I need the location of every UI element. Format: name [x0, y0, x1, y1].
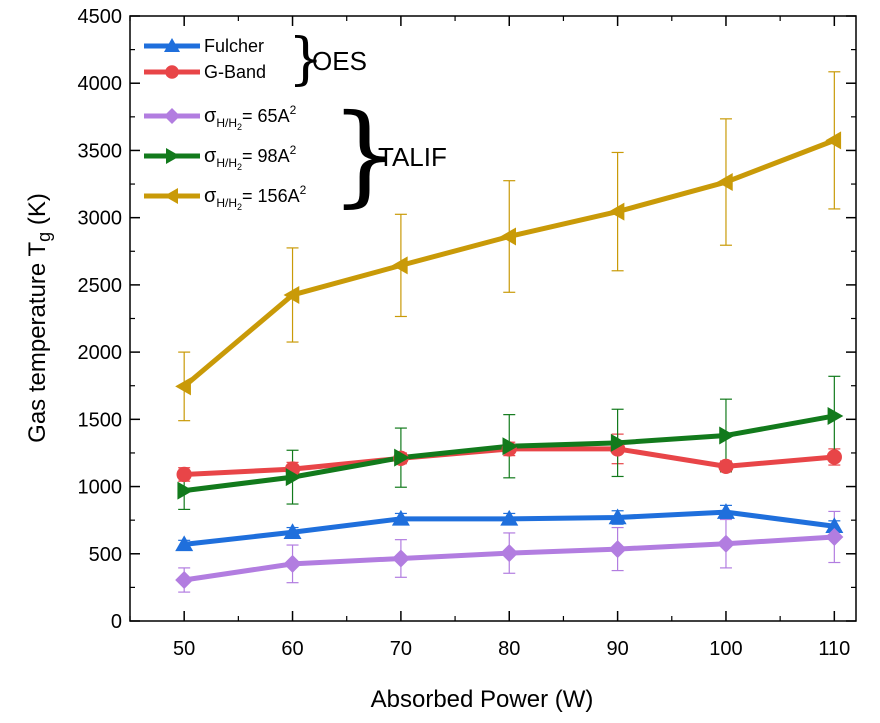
data-point-sigma65	[500, 544, 519, 563]
data-point-fulcher	[608, 508, 627, 525]
data-point-sigma156	[608, 202, 625, 221]
y-tick-label: 2500	[78, 275, 123, 297]
data-point-sigma65	[175, 570, 194, 589]
series-markers	[175, 131, 844, 589]
data-point-sigma156	[283, 285, 300, 304]
data-point-fulcher	[716, 503, 735, 519]
data-point-fulcher	[283, 523, 302, 540]
data-point-sigma65	[608, 540, 627, 559]
legend: Fulcher G-Band σH/H2= 65A2 σH/H2= 98A2 σH/H2…	[144, 27, 447, 218]
brace-oes: }	[288, 27, 324, 92]
y-tick-label: 1000	[78, 477, 123, 499]
y-tick-label: 4500	[78, 6, 123, 28]
x-tick-label: 110	[818, 638, 850, 660]
data-point-sigma156	[175, 377, 191, 396]
x-tick-label: 60	[281, 638, 303, 660]
x-tick-label: 70	[390, 638, 412, 660]
data-point-sigma65	[391, 549, 410, 568]
data-point-sigma156	[825, 131, 842, 150]
x-tick-label: 80	[498, 638, 520, 660]
group-label-talif: TALIF	[378, 142, 447, 172]
legend-marker	[164, 108, 180, 124]
data-point-sigma98	[285, 468, 302, 487]
group-label-oes: OES	[312, 46, 367, 76]
legend-label: Fulcher	[204, 36, 264, 56]
brace-talif: }	[330, 90, 400, 218]
legend-item-gband: G-Band	[144, 62, 266, 82]
data-point-sigma156	[716, 173, 733, 192]
data-point-sigma98	[719, 426, 735, 445]
data-point-fulcher	[175, 535, 194, 552]
x-tick-label: 50	[173, 638, 195, 660]
legend-marker	[164, 38, 180, 52]
data-point-gband	[718, 458, 734, 475]
x-axis-title: Absorbed Power (W)	[371, 686, 594, 713]
y-tick-label: 4000	[78, 73, 123, 95]
legend-label: G-Band	[204, 62, 266, 82]
legend-marker	[164, 188, 178, 204]
y-tick-label: 0	[111, 611, 122, 633]
legend-item-fulcher: Fulcher	[144, 36, 264, 56]
x-tick-label: 100	[709, 638, 742, 660]
y-tick-label: 3000	[78, 208, 123, 230]
data-point-sigma65	[716, 534, 735, 553]
y-axis-title-unit: (K)	[24, 193, 51, 232]
data-point-sigma98	[177, 481, 194, 500]
y-tick-label: 1500	[78, 409, 123, 431]
y-axis-title-subscript: g	[34, 232, 54, 242]
x-tick-label: 90	[606, 638, 628, 660]
data-point-sigma98	[827, 406, 844, 425]
plot-frame	[129, 15, 857, 622]
data-point-sigma98	[610, 433, 627, 452]
data-point-gband	[826, 449, 842, 465]
legend-item-sigma156: σH/H2= 156A2	[144, 183, 307, 212]
data-point-sigma98	[502, 437, 519, 456]
data-point-sigma156	[391, 256, 408, 275]
y-axis-title: Gas temperature Tg (K)	[24, 193, 54, 443]
data-point-fulcher	[500, 509, 519, 526]
axes: 50 60 70 80 90 100 110 0 500 1000 1500 2000 2500 3000…	[78, 6, 857, 660]
data-point-sigma65	[825, 527, 844, 546]
legend-item-sigma65: σH/H2= 65A2	[144, 103, 297, 132]
data-point-gband	[176, 466, 192, 483]
legend-label: σH/H2= 65A2	[204, 103, 297, 132]
legend-marker	[165, 65, 179, 79]
legend-item-sigma98: σH/H2= 98A2	[144, 143, 297, 172]
y-tick-label: 2000	[78, 342, 123, 364]
data-point-fulcher	[391, 509, 410, 526]
y-tick-label: 3500	[78, 140, 123, 162]
data-point-fulcher	[825, 517, 844, 533]
data-point-sigma98	[394, 448, 410, 467]
data-point-sigma65	[283, 554, 302, 573]
y-axis-title-main: Gas temperature T	[24, 242, 51, 443]
legend-marker	[166, 148, 180, 164]
data-point-sigma156	[500, 227, 517, 246]
legend-label: σH/H2= 156A2	[204, 183, 307, 212]
y-tick-label: 500	[89, 544, 122, 566]
legend-label: σH/H2= 98A2	[204, 143, 297, 172]
